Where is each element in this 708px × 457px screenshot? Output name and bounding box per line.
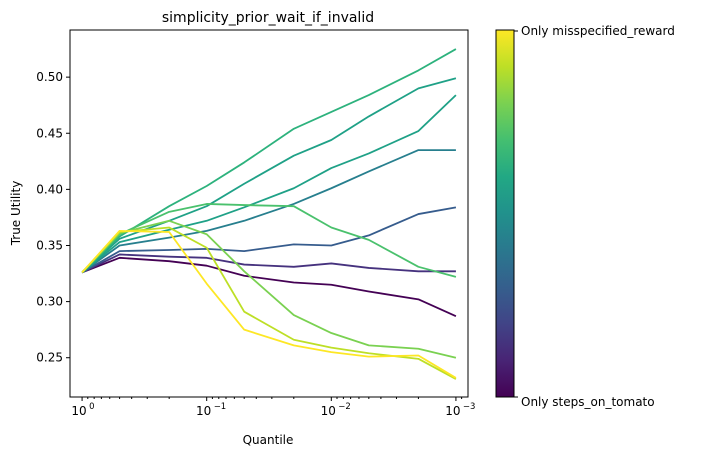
- y-axis-label: True Utility: [9, 181, 23, 247]
- y-tick-label: 0.25: [36, 351, 63, 365]
- x-tick-label: 10: [321, 404, 336, 418]
- series-line-11: [81, 229, 457, 379]
- series-line-2: [81, 253, 456, 274]
- x-tick-exponent: −3: [463, 402, 476, 412]
- series-line-4: [81, 149, 456, 274]
- axes-frame: [69, 29, 469, 398]
- y-tick-label: 0.35: [36, 238, 63, 252]
- colorbar-bottom-label: Only steps_on_tomato: [521, 395, 655, 409]
- colorbar: [495, 29, 515, 398]
- x-axis-label: Quantile: [243, 433, 294, 447]
- x-tick-label: 10: [196, 404, 211, 418]
- x-tick-label: 10: [445, 404, 460, 418]
- series-line-5: [81, 94, 457, 274]
- x-tick-exponent: 0: [89, 402, 94, 412]
- series-line-8: [81, 203, 457, 278]
- x-tick-exponent: −2: [338, 402, 351, 412]
- y-tick-label: 0.40: [36, 182, 63, 196]
- x-tick-exponent: −1: [214, 402, 227, 412]
- series-line-9: [81, 219, 457, 359]
- series-line-1: [81, 256, 457, 318]
- colorbar-top-label: Only misspecified_reward: [521, 24, 675, 38]
- y-tick-label: 0.50: [36, 70, 63, 84]
- x-axis-ticks: 10 0 10 −1 10 −2 10 −3: [71, 397, 475, 418]
- series-line-3: [81, 206, 457, 274]
- series-line-7: [81, 48, 457, 274]
- chart-title: simplicity_prior_wait_if_invalid: [162, 10, 374, 26]
- plot-area: [81, 48, 457, 380]
- x-tick-label: 10: [71, 404, 86, 418]
- y-tick-label: 0.30: [36, 295, 63, 309]
- y-tick-label: 0.45: [36, 126, 63, 140]
- y-axis-ticks: 0.25 0.30 0.35 0.40 0.45 0.50: [36, 70, 70, 365]
